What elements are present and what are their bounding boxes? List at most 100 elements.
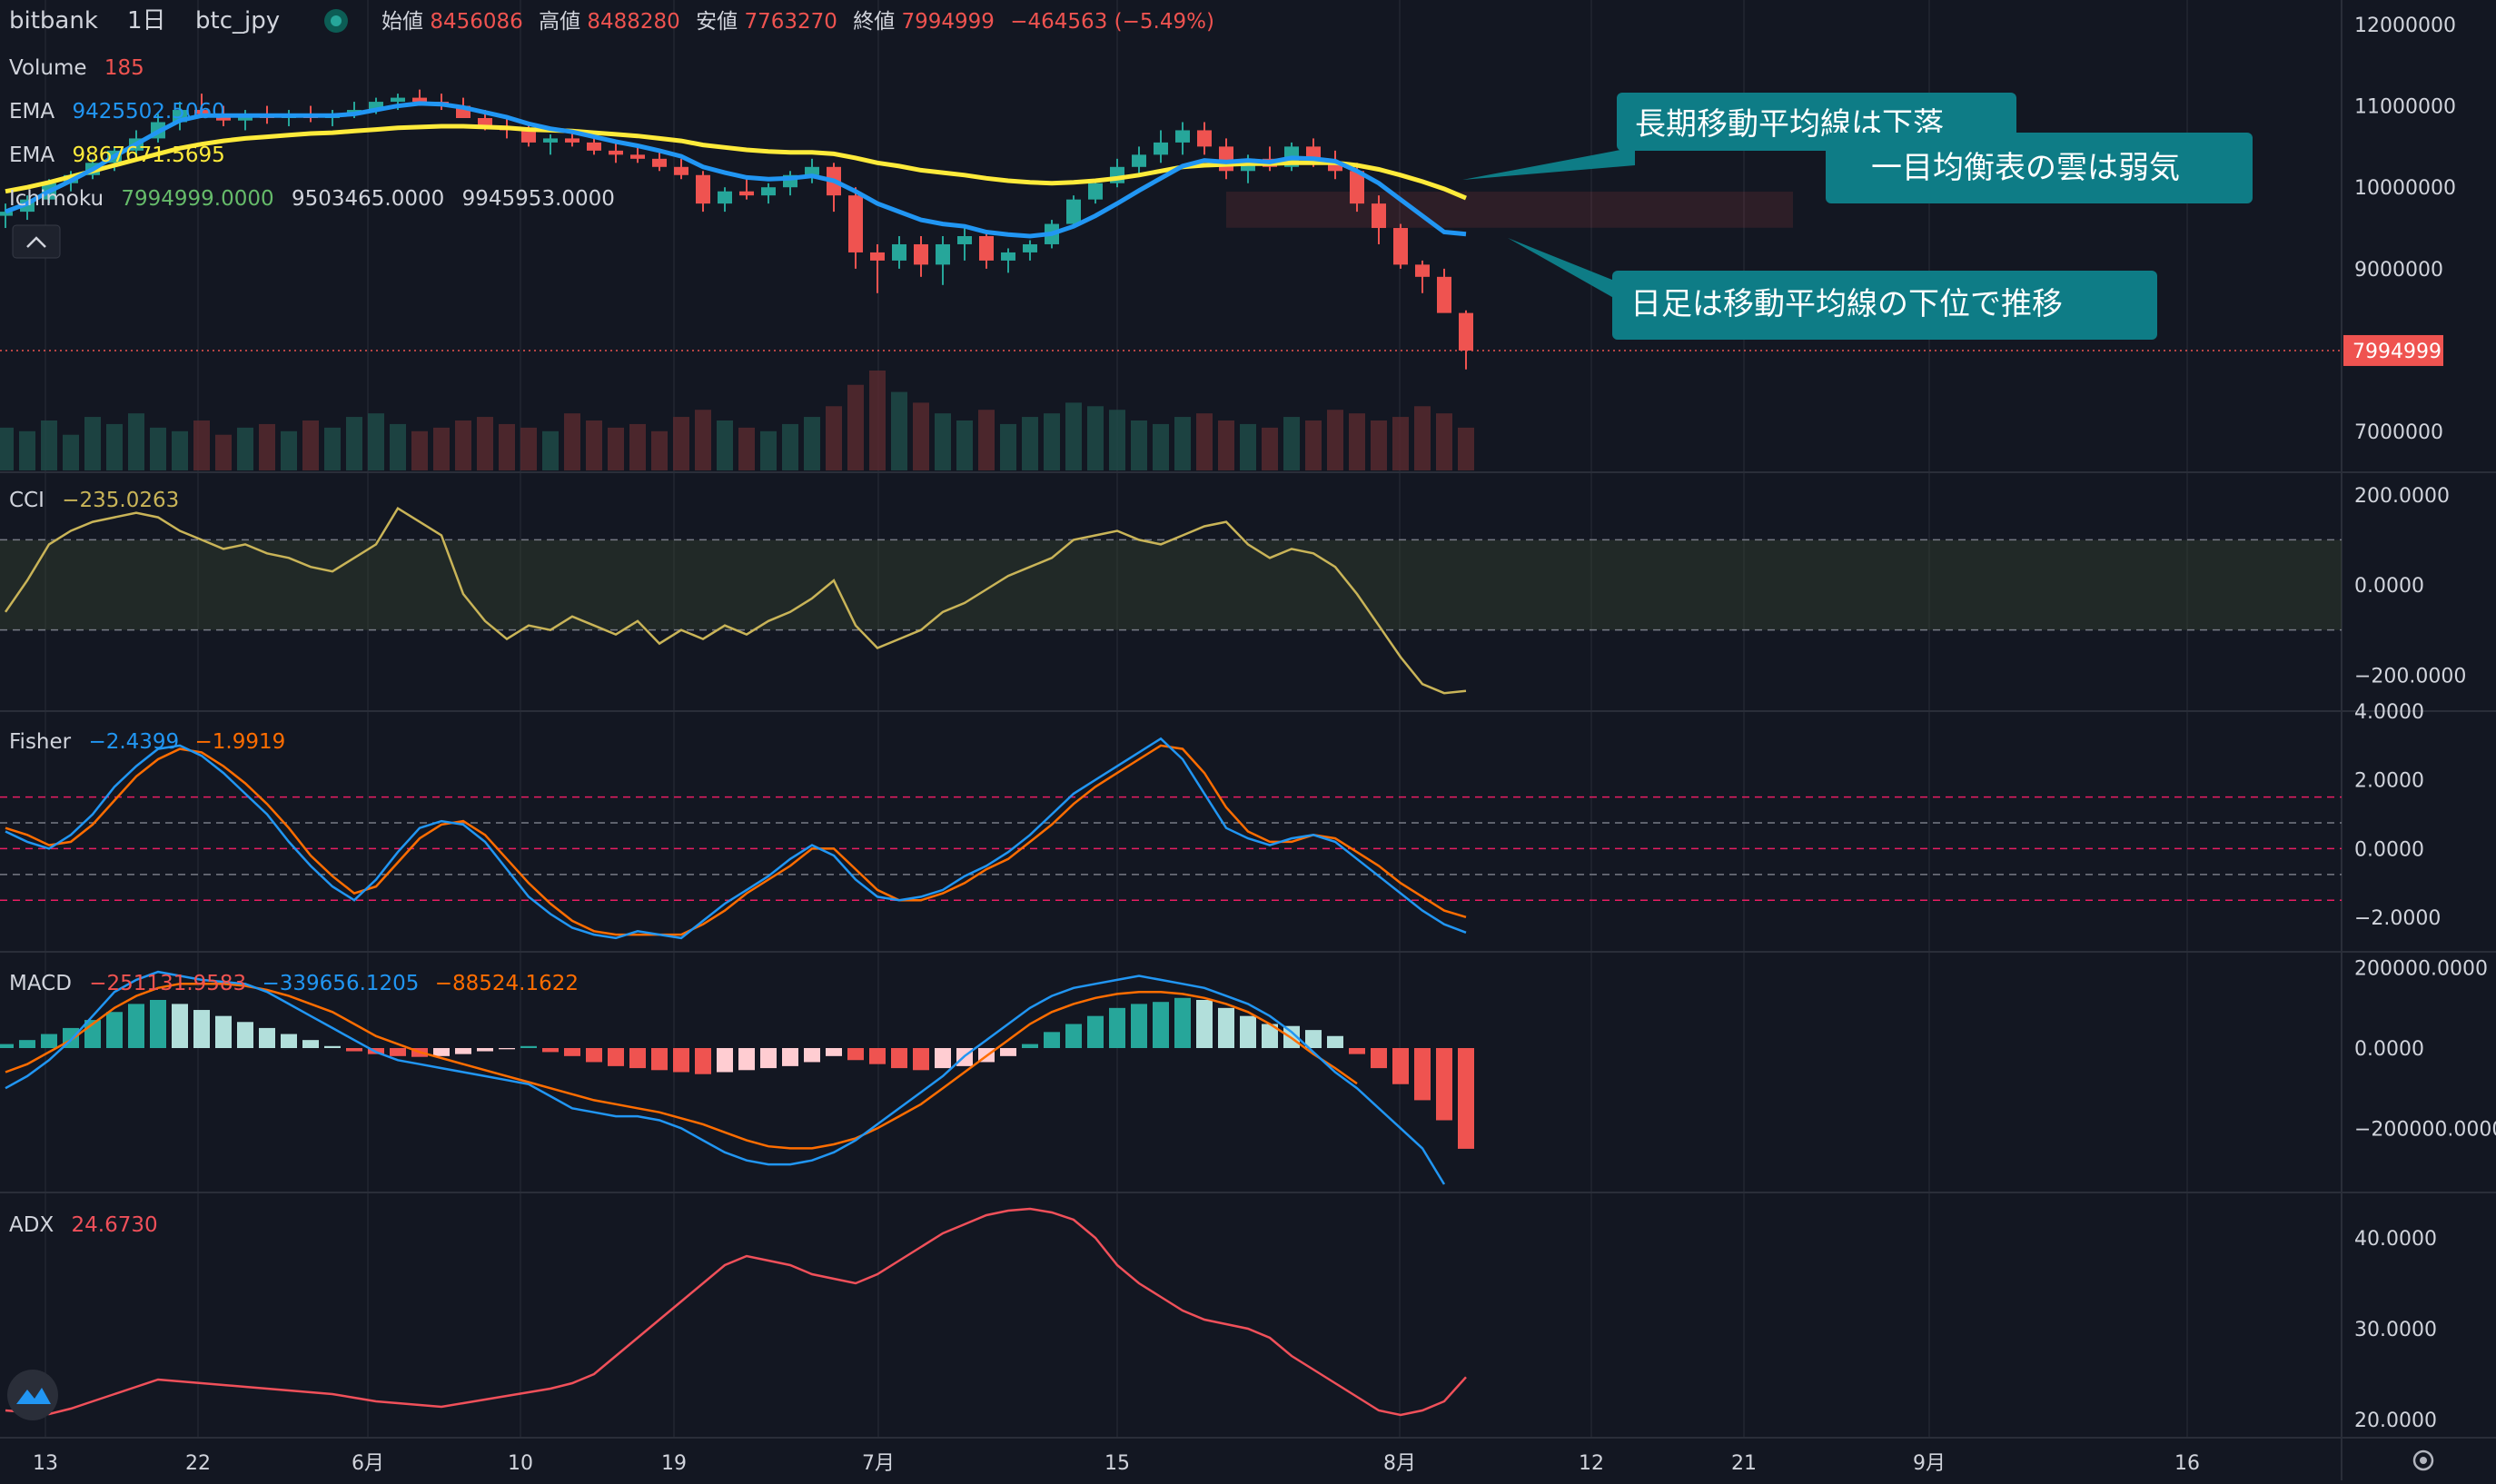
fisher-pane[interactable] (0, 737, 2342, 940)
time-tick-7: 8月 (1383, 1452, 1416, 1475)
candle-body-39 (848, 195, 863, 252)
volume-bar-46 (1000, 423, 1016, 470)
tradingview-logo[interactable] (7, 1370, 58, 1420)
volume-bar-27 (586, 420, 602, 470)
adx-pane[interactable] (5, 1207, 1467, 1417)
macd-histogram-bar-31 (673, 1048, 689, 1073)
volume-bar-1 (19, 430, 35, 470)
fisher-legend[interactable]: Fisher −2.4399 −1.9919 (9, 730, 285, 754)
candle-body-24 (521, 130, 536, 143)
macd-pane[interactable] (0, 970, 1474, 1185)
volume-bar-67 (1458, 427, 1474, 470)
volume-bar-17 (368, 413, 384, 470)
adx-legend[interactable]: ADX 24.6730 (9, 1213, 158, 1237)
price-tick-5: 7000000 (2354, 421, 2443, 444)
volume-bar-19 (411, 430, 428, 470)
time-tick-11: 16 (2174, 1452, 2200, 1475)
time-tick-3: 10 (508, 1452, 533, 1475)
symbol-label[interactable]: btc_jpy (195, 7, 280, 35)
time-tick-5: 7月 (862, 1452, 895, 1475)
macd-histogram-bar-67 (1458, 1048, 1474, 1149)
candle-body-50 (1088, 183, 1103, 200)
volume-legend[interactable]: Volume 185 (9, 56, 144, 80)
annotation-below-ma[interactable]: 日足は移動平均線の下位で推移 (1508, 238, 2157, 340)
macd-histogram-bar-36 (782, 1048, 798, 1066)
ema-fast-legend[interactable]: EMA 9425502.5060 (9, 100, 225, 124)
volume-bar-64 (1392, 417, 1409, 470)
macd-histogram-bar-21 (455, 1048, 471, 1054)
macd-histogram-bar-52 (1131, 1004, 1147, 1048)
fisher-line (5, 737, 1467, 940)
macd-histogram-bar-56 (1218, 1007, 1234, 1048)
volume-bar-26 (564, 413, 580, 470)
candle-body-31 (674, 166, 688, 175)
logo-mountain-icon (16, 1388, 51, 1404)
candle-body-28 (609, 150, 623, 155)
ema-slow-legend[interactable]: EMA 9867671.5695 (9, 143, 225, 167)
volume-bar-50 (1087, 406, 1104, 470)
annotation-text-2: 一目均衡表の雲は弱気 (1871, 150, 2180, 186)
time-tick-0: 13 (33, 1452, 58, 1475)
macd-signal-line (5, 983, 1358, 1150)
volume-bar-3 (63, 434, 79, 470)
volume-bar-44 (956, 420, 973, 470)
candle-body-67 (1459, 312, 1473, 351)
macd-histogram-bar-20 (433, 1048, 450, 1056)
volume-bar-22 (477, 417, 493, 470)
volume-bar-5 (106, 423, 123, 470)
macd-legend[interactable]: MACD −251131.9583 −339656.1205 −88524.16… (9, 972, 579, 995)
candle-body-18 (391, 97, 405, 103)
cci-legend[interactable]: CCI −235.0263 (9, 489, 179, 512)
close-label: 終値 (853, 10, 895, 34)
open-label: 始値 (381, 10, 423, 34)
price-axis[interactable]: 12000000 11000000 10000000 9000000 7000000 79… (2343, 15, 2496, 1432)
candle-body-52 (1132, 154, 1146, 167)
volume-bar-43 (935, 413, 951, 470)
macd-line (5, 970, 1446, 1185)
cci-tick-0: 200.0000 (2354, 485, 2450, 508)
macd-histogram-bar-43 (935, 1048, 951, 1069)
annotation-cloud-bearish[interactable]: 一目均衡表の雲は弱気 (1826, 133, 2253, 203)
candle-body-30 (652, 158, 667, 167)
macd-histogram-bar-47 (1022, 1044, 1038, 1048)
candle-body-54 (1175, 130, 1190, 143)
time-tick-1: 22 (185, 1452, 211, 1475)
candle-body-35 (761, 187, 776, 196)
candle-body-25 (543, 138, 558, 143)
collapse-legend-button[interactable] (12, 224, 61, 259)
volume-bar-59 (1283, 417, 1300, 470)
volume-bar-9 (193, 420, 210, 470)
macd-histogram-bar-25 (542, 1048, 559, 1053)
ema-slow-line (5, 124, 1467, 201)
macd-histogram-bar-53 (1153, 1002, 1169, 1048)
candle-body-34 (739, 191, 754, 196)
exchange-name: bitbank (9, 7, 98, 35)
cci-tick-2: −200.0000 (2354, 665, 2466, 688)
macd-histogram-bar-65 (1414, 1048, 1431, 1101)
price-tick-1: 11000000 (2354, 96, 2456, 119)
macd-histogram-bar-54 (1174, 997, 1191, 1048)
annotation-text-3: 日足は移動平均線の下位で推移 (1630, 286, 2063, 322)
last-price-tag (2343, 334, 2443, 366)
volume-bar-11 (237, 427, 253, 470)
volume-bar-28 (608, 427, 624, 470)
time-axis[interactable]: 13 22 6月 10 19 7月 15 8月 12 21 9月 16 (33, 1452, 2200, 1475)
volume-bar-49 (1065, 402, 1082, 470)
interval-label[interactable]: 1日 (127, 7, 166, 35)
cci-pane[interactable] (0, 506, 2342, 695)
ichimoku-legend[interactable]: Ichimoku 7994999.0000 9503465.0000 99459… (9, 187, 615, 211)
candle-body-63 (1372, 203, 1386, 229)
volume-bar-8 (172, 430, 188, 470)
candle-body-47 (1023, 243, 1037, 252)
chevron-up-icon (26, 236, 46, 248)
time-tick-8: 12 (1579, 1452, 1604, 1475)
macd-histogram-bar-7 (150, 1000, 166, 1048)
settings-icon[interactable] (2412, 1449, 2434, 1471)
macd-histogram-bar-34 (738, 1048, 755, 1071)
cci-band (0, 539, 2342, 630)
macd-histogram-bar-48 (1044, 1032, 1060, 1048)
time-tick-6: 15 (1104, 1452, 1130, 1475)
price-pane[interactable] (0, 89, 2342, 470)
